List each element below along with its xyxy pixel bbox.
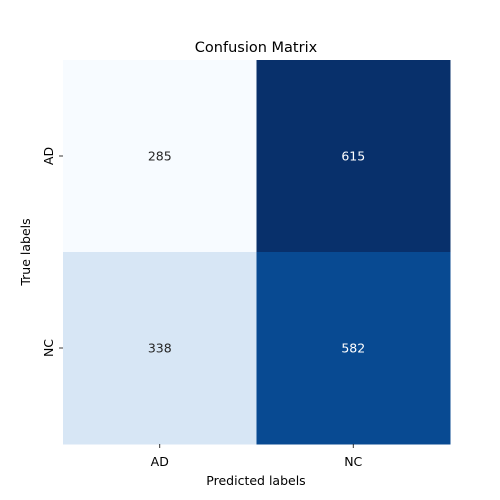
y-tick-label: NC xyxy=(41,339,56,357)
x-tick-label: NC xyxy=(344,454,362,469)
heatmap-cell-ad-nc xyxy=(256,60,451,253)
heatmap-cell-nc-nc xyxy=(256,252,451,445)
y-tick-label: AD xyxy=(41,147,56,165)
cell-value-label: 338 xyxy=(148,341,172,356)
heatmap-cells xyxy=(63,60,451,445)
heatmap-cell-ad-ad xyxy=(63,60,257,253)
x-axis-label: Predicted labels xyxy=(206,473,305,488)
cell-value-label: 285 xyxy=(148,149,172,164)
cell-value-label: 615 xyxy=(341,149,365,164)
y-axis-label: True labels xyxy=(18,218,33,286)
chart-title: Confusion Matrix xyxy=(195,40,318,56)
heatmap-cell-nc-ad xyxy=(63,252,257,445)
heatmap-cell-labels: 285 615 338 582 xyxy=(148,149,365,356)
y-axis-ticks: AD NC xyxy=(41,147,63,357)
x-axis-ticks: AD NC xyxy=(151,444,363,469)
cell-value-label: 582 xyxy=(341,341,365,356)
x-tick-label: AD xyxy=(151,454,169,469)
